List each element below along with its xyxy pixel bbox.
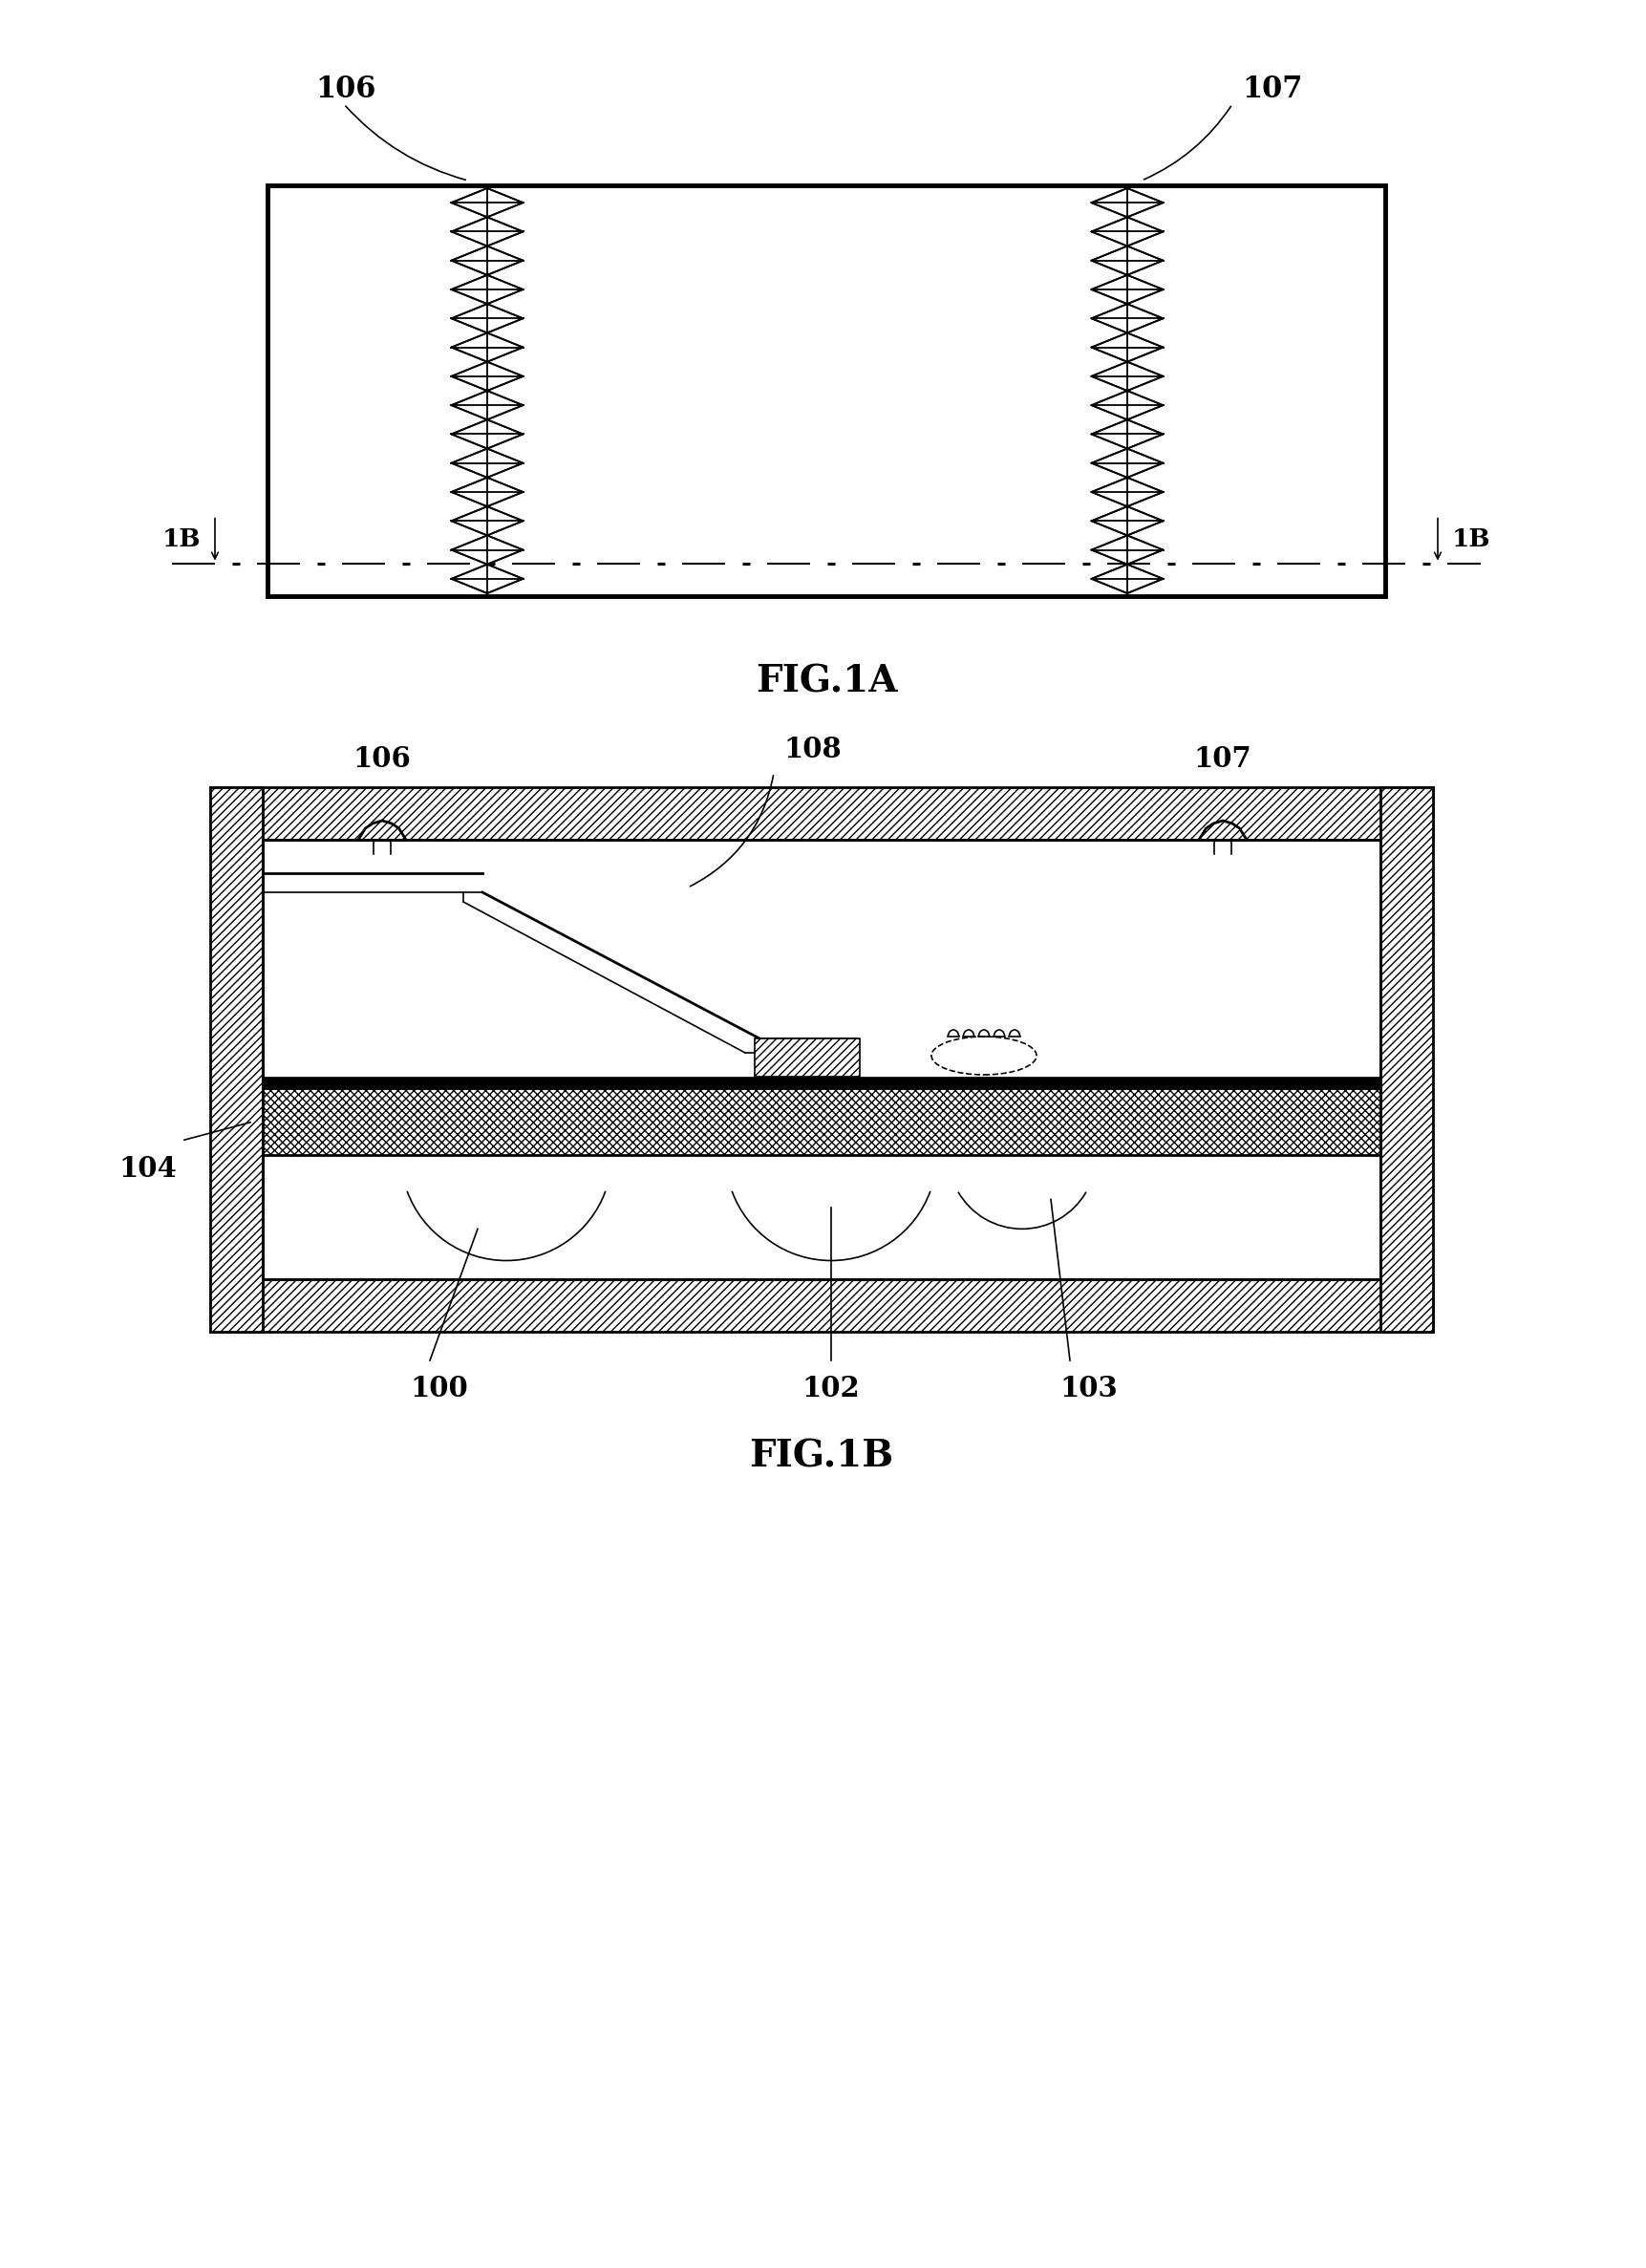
Bar — [263, 1077, 1379, 1089]
Bar — [263, 1089, 1379, 1154]
Text: 106: 106 — [314, 75, 375, 104]
Bar — [211, 1279, 1432, 1331]
Ellipse shape — [932, 1036, 1035, 1075]
Bar — [211, 787, 263, 1331]
Bar — [267, 186, 1384, 596]
Text: 1B: 1B — [161, 528, 201, 551]
Text: 107: 107 — [1241, 75, 1302, 104]
Text: 108: 108 — [783, 735, 841, 764]
Text: 1B: 1B — [1452, 528, 1490, 551]
Text: FIG.1A: FIG.1A — [756, 665, 897, 701]
Text: 102: 102 — [802, 1374, 859, 1402]
Text: FIG.1B: FIG.1B — [749, 1438, 894, 1474]
Text: 104: 104 — [119, 1154, 176, 1184]
Bar — [754, 1039, 859, 1077]
Text: 106: 106 — [352, 746, 412, 773]
Text: 107: 107 — [1193, 746, 1251, 773]
Bar — [211, 787, 1432, 839]
Bar — [1379, 787, 1432, 1331]
Text: 103: 103 — [1060, 1374, 1118, 1402]
Text: 100: 100 — [410, 1374, 467, 1402]
